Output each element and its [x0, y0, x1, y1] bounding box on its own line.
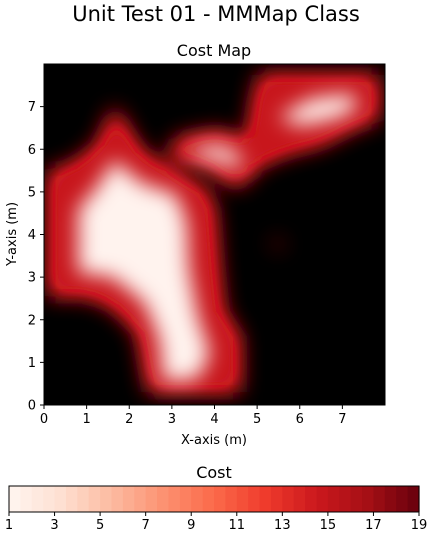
colorbar-tick-label: 19 [411, 518, 428, 533]
colorbar-swatch [396, 486, 409, 512]
colorbar-swatch [259, 486, 272, 512]
x-tick-label: 3 [168, 412, 176, 427]
colorbar-swatch [350, 486, 363, 512]
colorbar-tick-label: 15 [320, 518, 337, 533]
x-axis-ticks: 0 1 2 3 4 5 6 7 [40, 405, 347, 427]
colorbar-swatch [373, 486, 386, 512]
colorbar-swatch [293, 486, 306, 512]
x-tick-label: 0 [40, 412, 48, 427]
chart-title: Cost Map [177, 41, 251, 60]
colorbar-swatch [202, 486, 215, 512]
colorbar-swatch [270, 486, 283, 512]
colorbar-swatch [134, 486, 147, 512]
colorbar-swatch [65, 486, 78, 512]
colorbar-frame [8, 485, 420, 513]
x-axis-label: X-axis (m) [181, 433, 247, 448]
colorbar-swatch [236, 486, 249, 512]
colorbar-swatch [157, 486, 170, 512]
y-tick-label: 0 [28, 399, 36, 414]
colorbar-swatch [100, 486, 113, 512]
y-tick-label: 5 [28, 185, 36, 200]
colorbar-swatch [407, 486, 420, 512]
colorbar-title: Cost [196, 463, 232, 482]
colorbar-tick-label: 17 [365, 518, 382, 533]
colorbar-swatch [31, 486, 44, 512]
y-tick-label: 4 [28, 228, 36, 243]
y-tick-label: 7 [28, 100, 36, 115]
y-tick-label: 6 [28, 143, 36, 158]
colorbar-swatch [384, 486, 397, 512]
colorbar-swatch [305, 486, 318, 512]
x-tick-label: 5 [253, 412, 261, 427]
colorbar-ticks: 1 3 5 7 9 11 13 15 17 19 [5, 512, 427, 533]
colorbar-swatch [77, 486, 90, 512]
colorbar-tick-label: 5 [96, 518, 104, 533]
cost-region-peak-2 [188, 145, 245, 169]
colorbar-swatch [225, 486, 238, 512]
colorbar-swatch [43, 486, 56, 512]
colorbar-swatch [282, 486, 295, 512]
x-tick-label: 7 [338, 412, 346, 427]
colorbar-tick-label: 13 [274, 518, 291, 533]
colorbar-swatch [145, 486, 158, 512]
cost-map-chart: Cost Map 0 1 2 3 4 5 6 7 0 1 2 3 4 5 6 7 X-axis (m) Y-… [5, 41, 386, 448]
colorbar-swatch [9, 486, 21, 512]
colorbar-swatch [327, 486, 340, 512]
colorbar: Cost 1 3 5 7 9 11 13 15 17 19 [5, 463, 427, 533]
figure-title: Unit Test 01 - MMMap Class [72, 2, 360, 26]
colorbar-swatches [9, 486, 420, 512]
colorbar-swatch [362, 486, 375, 512]
colorbar-swatch [122, 486, 135, 512]
cost-region-4 [272, 240, 283, 248]
colorbar-swatch [111, 486, 124, 512]
colorbar-tick-label: 11 [229, 518, 246, 533]
y-axis-label: Y-axis (m) [5, 202, 20, 267]
colorbar-tick-label: 7 [142, 518, 150, 533]
colorbar-tick-label: 9 [187, 518, 195, 533]
colorbar-swatch [316, 486, 329, 512]
colorbar-tick-label: 3 [50, 518, 58, 533]
colorbar-swatch [88, 486, 101, 512]
cost-field [48, 74, 379, 393]
colorbar-swatch [214, 486, 226, 512]
peak-layer [78, 93, 358, 382]
y-tick-label: 3 [28, 271, 36, 286]
colorbar-swatch [168, 486, 181, 512]
colorbar-swatch [248, 486, 261, 512]
x-tick-label: 6 [296, 412, 304, 427]
y-axis-ticks: 0 1 2 3 4 5 6 7 [28, 100, 44, 414]
y-tick-label: 1 [28, 356, 36, 371]
y-tick-label: 2 [28, 313, 36, 328]
colorbar-swatch [191, 486, 204, 512]
cost-region-peak-3 [278, 93, 358, 126]
colorbar-tick-label: 1 [5, 518, 13, 533]
colorbar-swatch [179, 486, 192, 512]
colorbar-swatch [54, 486, 67, 512]
colorbar-swatch [339, 486, 352, 512]
x-tick-label: 4 [210, 412, 218, 427]
x-tick-label: 1 [82, 412, 90, 427]
x-tick-label: 2 [125, 412, 133, 427]
cost-region-peak-1 [78, 159, 211, 382]
colorbar-swatch [20, 486, 33, 512]
